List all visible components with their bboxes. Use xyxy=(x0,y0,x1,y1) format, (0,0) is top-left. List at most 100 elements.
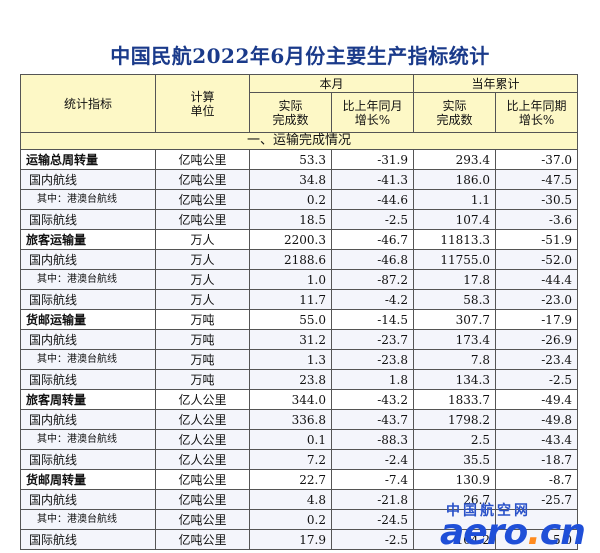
row-unit: 亿吨公里 xyxy=(155,489,250,510)
row-ytd-growth: -26.9 xyxy=(495,329,579,350)
row-month-growth: -2.4 xyxy=(330,449,415,470)
row-unit: 亿吨公里 xyxy=(155,169,250,190)
row-month-growth: -46.8 xyxy=(330,249,415,270)
header-unit-line2: 单位 xyxy=(190,103,215,118)
row-ytd-actual: 1798.2 xyxy=(413,409,497,430)
table-row: 旅客运输量 万人 2200.3 -46.7 11813.3 -51.9 xyxy=(20,229,579,250)
row-month-growth: -23.7 xyxy=(330,329,415,350)
row-ytd-growth: -8.7 xyxy=(495,469,579,490)
row-name: 国际航线 xyxy=(20,529,156,550)
row-unit: 亿吨公里 xyxy=(155,209,250,230)
row-month-growth: -23.8 xyxy=(330,349,415,370)
row-name: 国际航线 xyxy=(20,289,156,310)
row-ytd-actual: 134.3 xyxy=(413,369,497,390)
row-unit: 亿人公里 xyxy=(155,389,250,410)
row-ytd-growth: -17.9 xyxy=(495,309,579,330)
row-month-actual: 0.1 xyxy=(249,429,332,450)
row-name: 旅客运输量 xyxy=(20,229,156,250)
table-row: 国际航线 亿吨公里 17.9 -2.5 104.2 -5.0 xyxy=(20,529,579,550)
row-ytd-actual: 186.0 xyxy=(413,169,497,190)
row-name: 其中：港澳台航线 xyxy=(20,429,156,450)
row-month-actual: 11.7 xyxy=(249,289,332,310)
row-ytd-growth: -43.4 xyxy=(495,429,579,450)
header-actual-ytd: 实际 完成数 xyxy=(413,92,497,133)
row-ytd-growth: -37.0 xyxy=(495,149,579,170)
table-row: 国际航线 亿吨公里 18.5 -2.5 107.4 -3.6 xyxy=(20,209,579,230)
row-name: 货邮周转量 xyxy=(20,469,156,490)
header-yoy-period-line2: 增长% xyxy=(518,112,555,127)
row-ytd-actual: 104.2 xyxy=(413,529,497,550)
row-ytd-actual: 293.4 xyxy=(413,149,497,170)
row-ytd-actual: 2.5 xyxy=(413,429,497,450)
row-month-growth: -24.5 xyxy=(330,509,415,530)
row-month-actual: 34.8 xyxy=(249,169,332,190)
stats-table: 统计指标 计算 单位 本月 当年累计 实际 完成数 比上年同月 增长% 实际 完… xyxy=(19,74,579,550)
row-ytd-growth: -23.4 xyxy=(495,349,579,370)
row-ytd-growth: -30.5 xyxy=(495,189,579,210)
row-unit: 万人 xyxy=(155,229,250,250)
row-unit: 亿人公里 xyxy=(155,409,250,430)
row-month-actual: 4.8 xyxy=(249,489,332,510)
row-ytd-actual: 107.4 xyxy=(413,209,497,230)
row-unit: 亿吨公里 xyxy=(155,149,250,170)
row-name: 货邮运输量 xyxy=(20,309,156,330)
row-ytd-actual: 26.7 xyxy=(413,489,497,510)
row-month-actual: 7.2 xyxy=(249,449,332,470)
header-yoy-month-line1: 比上年同月 xyxy=(342,98,403,113)
row-unit: 亿吨公里 xyxy=(155,529,250,550)
row-ytd-actual: 130.9 xyxy=(413,469,497,490)
table-row: 其中：港澳台航线 万人 1.0 -87.2 17.8 -44.4 xyxy=(20,269,579,290)
row-month-growth: -41.3 xyxy=(330,169,415,190)
table-row: 国内航线 万人 2188.6 -46.8 11755.0 -52.0 xyxy=(20,249,579,270)
row-unit: 万吨 xyxy=(155,329,250,350)
table-row: 其中：港澳台航线 亿人公里 0.1 -88.3 2.5 -43.4 xyxy=(20,429,579,450)
row-unit: 万人 xyxy=(155,269,250,290)
section-title: 一、运输完成情况 xyxy=(19,132,579,150)
header-actual-ytd-line1: 实际 xyxy=(442,98,467,113)
row-unit: 亿吨公里 xyxy=(155,189,250,210)
table-row: 国内航线 万吨 31.2 -23.7 173.4 -26.9 xyxy=(20,329,579,350)
row-ytd-actual: 11755.0 xyxy=(413,249,497,270)
table-row: 运输总周转量 亿吨公里 53.3 -31.9 293.4 -37.0 xyxy=(20,149,579,170)
header-yoy-month-line2: 增长% xyxy=(354,112,391,127)
row-name: 国际航线 xyxy=(20,449,156,470)
header-yoy-period: 比上年同期 增长% xyxy=(495,92,579,133)
row-ytd-growth: -51.9 xyxy=(495,229,579,250)
row-ytd-actual: 17.8 xyxy=(413,269,497,290)
page-title: 中国民航2022年6月份主要生产指标统计 xyxy=(110,44,490,68)
row-month-actual: 53.3 xyxy=(249,149,332,170)
row-month-growth: -2.5 xyxy=(330,209,415,230)
row-ytd-growth: -52.0 xyxy=(495,249,579,270)
row-month-actual: 1.0 xyxy=(249,269,332,290)
row-name: 国际航线 xyxy=(20,209,156,230)
row-name: 其中：港澳台航线 xyxy=(20,509,156,530)
table-row: 其中：港澳台航线 亿吨公里 0.2 -44.6 1.1 -30.5 xyxy=(20,189,579,210)
row-unit: 亿人公里 xyxy=(155,429,250,450)
row-name: 其中：港澳台航线 xyxy=(20,189,156,210)
row-month-growth: -46.7 xyxy=(330,229,415,250)
table-row: 其中：港澳台航线 亿吨公里 0.2 -24.5 xyxy=(20,509,579,530)
header-actual-month-line1: 实际 xyxy=(278,98,303,113)
header-yoy-month: 比上年同月 增长% xyxy=(330,92,415,133)
header-month: 本月 xyxy=(248,74,415,93)
row-unit: 万人 xyxy=(155,249,250,270)
row-name: 国际航线 xyxy=(20,369,156,390)
row-month-actual: 0.2 xyxy=(249,189,332,210)
table-row: 其中：港澳台航线 万吨 1.3 -23.8 7.8 -23.4 xyxy=(20,349,579,370)
row-month-actual: 55.0 xyxy=(249,309,332,330)
row-ytd-actual xyxy=(413,509,497,530)
row-ytd-growth: -3.6 xyxy=(495,209,579,230)
header-actual-ytd-line2: 完成数 xyxy=(436,112,473,127)
row-ytd-actual: 173.4 xyxy=(413,329,497,350)
row-month-actual: 23.8 xyxy=(249,369,332,390)
row-name: 国内航线 xyxy=(20,489,156,510)
row-ytd-growth: -49.4 xyxy=(495,389,579,410)
row-ytd-actual: 35.5 xyxy=(413,449,497,470)
row-name: 国内航线 xyxy=(20,329,156,350)
row-ytd-growth: -23.0 xyxy=(495,289,579,310)
row-month-actual: 31.2 xyxy=(249,329,332,350)
row-month-actual: 0.2 xyxy=(249,509,332,530)
row-name: 旅客周转量 xyxy=(20,389,156,410)
table-row: 国内航线 亿吨公里 4.8 -21.8 26.7 -25.7 xyxy=(20,489,579,510)
row-month-growth: -88.3 xyxy=(330,429,415,450)
